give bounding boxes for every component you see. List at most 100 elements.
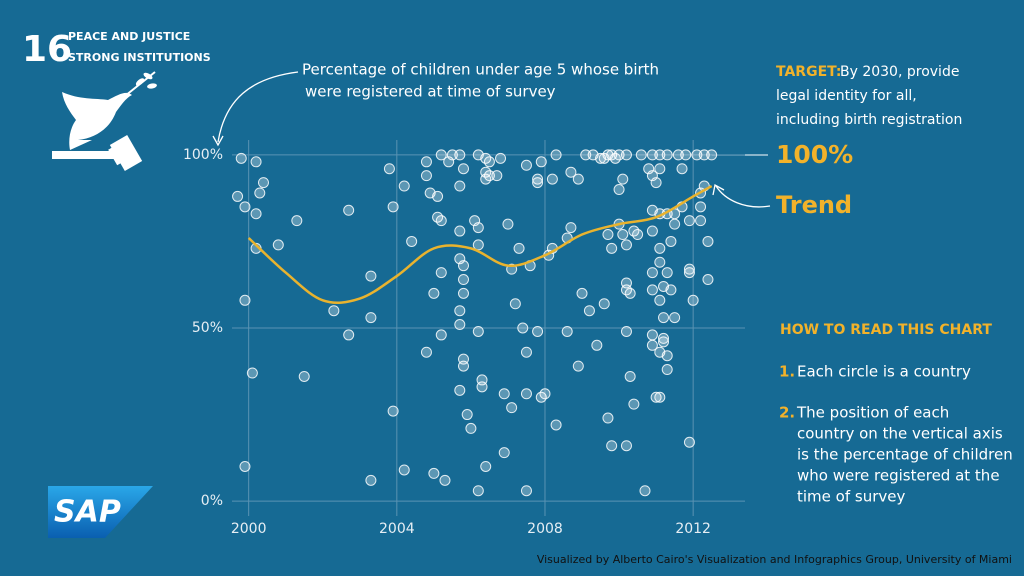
logo-shape bbox=[48, 486, 153, 538]
country-point bbox=[620, 325, 632, 337]
country-point bbox=[272, 239, 284, 251]
country-point bbox=[365, 270, 377, 282]
country-point bbox=[620, 239, 632, 251]
country-point bbox=[654, 163, 666, 175]
country-point bbox=[572, 173, 584, 185]
country-point bbox=[598, 298, 610, 310]
country-point bbox=[565, 166, 577, 178]
country-point bbox=[398, 464, 410, 476]
country-point bbox=[691, 149, 703, 161]
country-point bbox=[632, 229, 644, 241]
country-point bbox=[624, 287, 636, 299]
item-text: is the percentage of children bbox=[797, 446, 1013, 464]
country-point bbox=[457, 163, 469, 175]
country-point bbox=[520, 388, 532, 400]
country-point bbox=[517, 322, 529, 334]
country-point bbox=[454, 225, 466, 237]
country-point bbox=[491, 170, 503, 182]
country-point bbox=[661, 149, 673, 161]
country-point bbox=[483, 156, 495, 168]
country-point bbox=[420, 346, 432, 358]
target-text: including birth registration bbox=[776, 112, 962, 128]
country-point bbox=[513, 242, 525, 254]
country-point bbox=[509, 298, 521, 310]
country-point bbox=[565, 222, 577, 234]
country-point bbox=[635, 149, 647, 161]
country-point bbox=[435, 267, 447, 279]
plot: 0% 50% 100% 2000 2004 2008 2012 bbox=[183, 140, 745, 537]
country-point bbox=[435, 149, 447, 161]
country-point bbox=[654, 256, 666, 268]
country-point bbox=[617, 229, 629, 241]
item-text: The position of each bbox=[796, 404, 949, 422]
country-point bbox=[658, 332, 670, 344]
y-tick-label: 0% bbox=[201, 493, 223, 509]
target-value: 100% bbox=[776, 140, 853, 169]
country-point bbox=[613, 149, 625, 161]
country-point bbox=[665, 235, 677, 247]
country-point bbox=[535, 156, 547, 168]
item-number: 2. bbox=[779, 404, 795, 422]
country-point bbox=[654, 149, 666, 161]
country-point bbox=[498, 388, 510, 400]
country-point bbox=[454, 319, 466, 331]
country-point bbox=[654, 294, 666, 306]
country-point bbox=[435, 329, 447, 341]
country-point bbox=[506, 402, 518, 414]
country-point bbox=[628, 398, 640, 410]
country-point bbox=[420, 170, 432, 182]
country-point bbox=[672, 149, 684, 161]
country-point bbox=[483, 170, 495, 182]
country-point bbox=[695, 215, 707, 227]
country-point bbox=[502, 218, 514, 230]
country-point bbox=[550, 419, 562, 431]
country-point bbox=[695, 201, 707, 213]
country-point bbox=[606, 242, 618, 254]
country-point bbox=[661, 364, 673, 376]
country-point bbox=[420, 156, 432, 168]
item-number: 1. bbox=[779, 363, 795, 381]
country-point bbox=[298, 370, 310, 382]
country-point bbox=[239, 460, 251, 472]
country-point bbox=[457, 360, 469, 372]
country-point bbox=[406, 235, 418, 247]
trend-line bbox=[247, 184, 713, 304]
country-point bbox=[676, 163, 688, 175]
country-point bbox=[702, 274, 714, 286]
country-point bbox=[606, 440, 618, 452]
country-point bbox=[520, 346, 532, 358]
country-point bbox=[572, 360, 584, 372]
country-point bbox=[550, 149, 562, 161]
country-point bbox=[669, 218, 681, 230]
country-point bbox=[617, 173, 629, 185]
country-point bbox=[624, 370, 636, 382]
trend-arrow bbox=[715, 185, 771, 208]
country-point bbox=[291, 215, 303, 227]
country-point bbox=[620, 149, 632, 161]
country-point bbox=[454, 149, 466, 161]
country-point bbox=[365, 474, 377, 486]
country-point bbox=[532, 177, 544, 189]
country-point bbox=[454, 305, 466, 317]
country-point bbox=[639, 485, 651, 497]
goal-title: STRONG INSTITUTIONS bbox=[68, 51, 211, 64]
annotation: Percentage of children under age 5 whose… bbox=[302, 61, 659, 79]
country-point bbox=[454, 384, 466, 396]
country-point bbox=[520, 159, 532, 171]
x-tick-label: 2012 bbox=[675, 521, 711, 537]
item-text: time of survey bbox=[797, 488, 905, 506]
country-point bbox=[246, 367, 258, 379]
country-point bbox=[654, 242, 666, 254]
y-tick-label: 100% bbox=[183, 147, 223, 163]
country-point bbox=[658, 312, 670, 324]
country-point bbox=[532, 173, 544, 185]
target-text: By 2030, provide bbox=[840, 64, 959, 80]
country-point bbox=[383, 163, 395, 175]
country-point bbox=[669, 312, 681, 324]
country-point bbox=[398, 180, 410, 192]
country-point bbox=[683, 215, 695, 227]
country-point bbox=[646, 225, 658, 237]
country-point bbox=[472, 485, 484, 497]
country-point bbox=[602, 412, 614, 424]
